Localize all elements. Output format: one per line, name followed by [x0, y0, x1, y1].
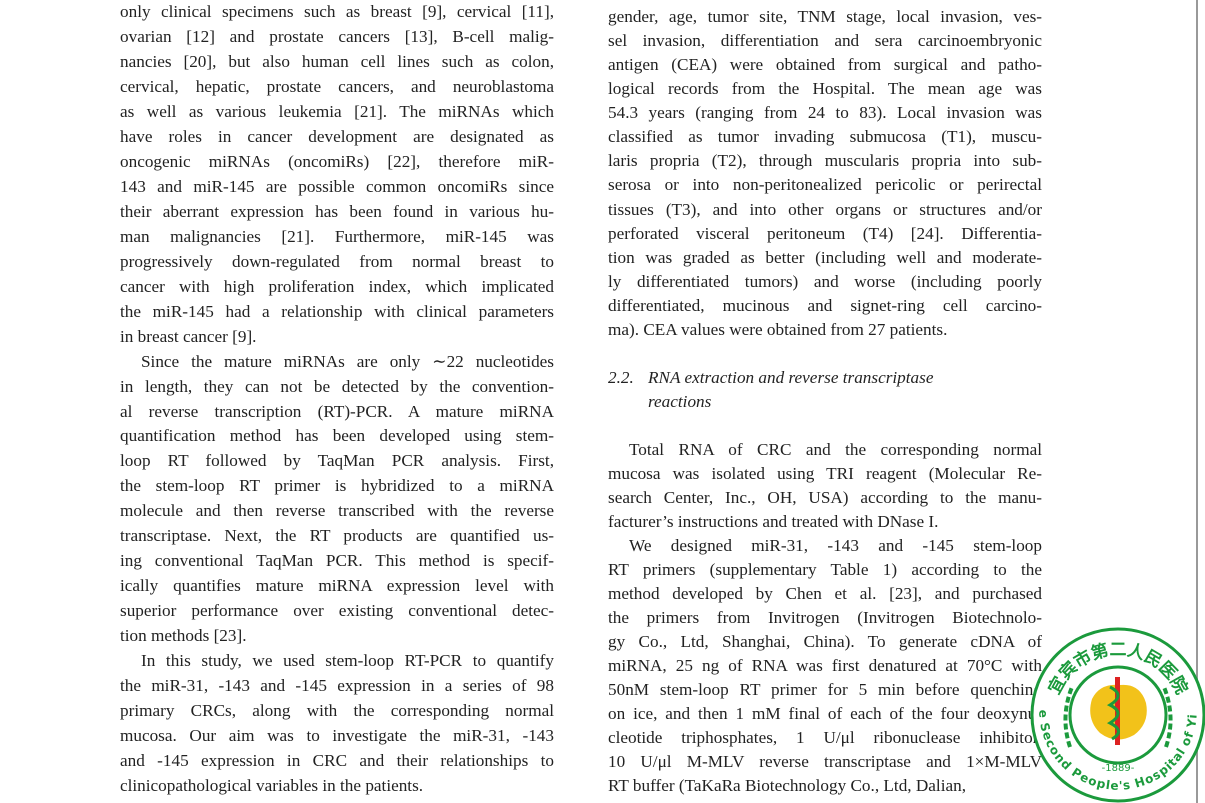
- text-line: logical records from the Hospital. The m…: [608, 79, 1042, 99]
- text-line: the miR-145 had a relationship with clin…: [120, 301, 554, 321]
- text-line: al reverse transcription (RT)-PCR. A mat…: [120, 401, 554, 421]
- text-line: ically quantifies mature miRNA expressio…: [120, 576, 554, 596]
- text-line: ma). CEA values were obtained from 27 pa…: [608, 319, 948, 339]
- text-line: sel invasion, differentiation and sera c…: [608, 31, 1042, 51]
- stamp-snake: [1106, 685, 1120, 741]
- text-line: on ice, and then 1 mM final of each of t…: [608, 704, 1042, 723]
- text-line: their aberrant expression has been found…: [120, 201, 554, 221]
- text-line: cleotide triphosphates, 1 U/μl ribonucle…: [608, 728, 1042, 747]
- text-line: perforated visceral peritoneum (T4) [24]…: [608, 223, 1042, 243]
- text-line: quantification method has been developed…: [120, 426, 554, 446]
- text-line: 50nM stem-loop RT primer for 5 min befor…: [608, 680, 1042, 699]
- section-number: 2.2.: [608, 368, 634, 387]
- text-line: cancer with high proliferation index, wh…: [120, 276, 554, 296]
- text-line: in length, they can not be detected by t…: [120, 376, 554, 396]
- text-line: only clinical specimens such as breast […: [120, 2, 554, 21]
- text-line: Since the mature miRNAs are only ∼22 nuc…: [141, 351, 554, 371]
- text-line: primary CRCs, along with the correspondi…: [120, 701, 554, 721]
- text-line: gy Co., Ltd, Shanghai, China). To genera…: [608, 632, 1042, 651]
- text-line: 54.3 years (ranging from 24 to 83). Loca…: [608, 103, 1042, 123]
- text-line: ovarian [12] and prostate cancers [13], …: [120, 26, 554, 46]
- text-line: RT primers (supplementary Table 1) accor…: [608, 560, 1042, 579]
- text-line: method developed by Chen et al. [23], an…: [608, 584, 1042, 603]
- text-line: loop RT followed by TaqMan PCR analysis.…: [120, 451, 554, 471]
- text-line: RT buffer (TaKaRa Biotechnology Co., Ltd…: [608, 776, 966, 795]
- page-edge: [1196, 0, 1198, 803]
- text-line: classified as tumor invading submucosa (…: [608, 127, 1042, 147]
- text-line: mucosa. Our aim was to investigate the m…: [120, 726, 554, 746]
- text-line: cervical, hepatic, prostate cancers, and…: [120, 76, 554, 96]
- text-line: in breast cancer [9].: [120, 326, 257, 346]
- text-line: laris propria (T2), through muscularis p…: [608, 151, 1042, 171]
- stamp-year: -1889-: [1102, 763, 1135, 774]
- text-line: ly differentiated tumors) and worse (inc…: [608, 271, 1042, 291]
- text-line: the miR-31, -143 and -145 expression in …: [120, 676, 554, 696]
- section-title: reactions: [648, 392, 712, 411]
- text-line: man malignancies [21]. Furthermore, miR-…: [120, 226, 554, 246]
- text-line: progressively down-regulated from normal…: [120, 251, 554, 271]
- text-line: nancies [20], but also human cell lines …: [120, 51, 554, 71]
- text-line: serosa or into non-peritonealized perico…: [608, 175, 1042, 195]
- text-line: antigen (CEA) were obtained from surgica…: [608, 55, 1042, 75]
- text-line: molecule and then reverse transcribed wi…: [120, 501, 554, 521]
- text-line: clinicopathological variables in the pat…: [120, 776, 424, 796]
- text-line: ing conventional TaqMan PCR. This method…: [120, 551, 554, 571]
- text-line: miRNA, 25 ng of RNA was first denatured …: [608, 656, 1042, 675]
- text-line: facturer’s instructions and treated with…: [608, 512, 939, 531]
- text-line: and -145 expression in CRC and their rel…: [120, 751, 554, 771]
- text-line: search Center, Inc., OH, USA) according …: [608, 488, 1042, 507]
- text-line: tion methods [23].: [120, 626, 247, 646]
- text-line: transcriptase. Next, the RT products are…: [120, 526, 554, 546]
- text-line: mucosa was isolated using TRI reagent (M…: [608, 464, 1042, 483]
- text-line: differentiated, mucinous and signet-ring…: [608, 295, 1042, 315]
- text-line: superior performance over existing conve…: [120, 601, 554, 621]
- text-line: oncogenic miRNAs (oncomiRs) [22], theref…: [120, 151, 554, 171]
- text-line: We designed miR-31, -143 and -145 stem-l…: [629, 536, 1042, 555]
- text-line: In this study, we used stem-loop RT-PCR …: [141, 651, 554, 671]
- text-line: tion was graded as better (including wel…: [608, 247, 1042, 267]
- text-line: have roles in cancer development are des…: [120, 126, 554, 146]
- text-line: as well as various leukemia [21]. The mi…: [120, 101, 554, 121]
- text-line: Total RNA of CRC and the corresponding n…: [629, 440, 1042, 459]
- text-line: the primers from Invitrogen (Invitrogen …: [608, 608, 1042, 627]
- text-line: 10 U/μl M-MLV reverse transcriptase and …: [608, 752, 1042, 771]
- text-line: the stem-loop RT primer is hybridized to…: [120, 476, 554, 496]
- stamp-wreath: [1063, 686, 1173, 748]
- hospital-stamp: 宜宾市第二人民医院 The Second People's Hospital o…: [1030, 627, 1205, 803]
- text-line: gender, age, tumor site, TNM stage, loca…: [608, 7, 1042, 26]
- text-line: tissues (T3), and into other organs or s…: [608, 199, 1042, 219]
- text-line: 143 and miR-145 are possible common onco…: [120, 176, 554, 196]
- section-title: RNA extraction and reverse transcriptase: [648, 368, 934, 387]
